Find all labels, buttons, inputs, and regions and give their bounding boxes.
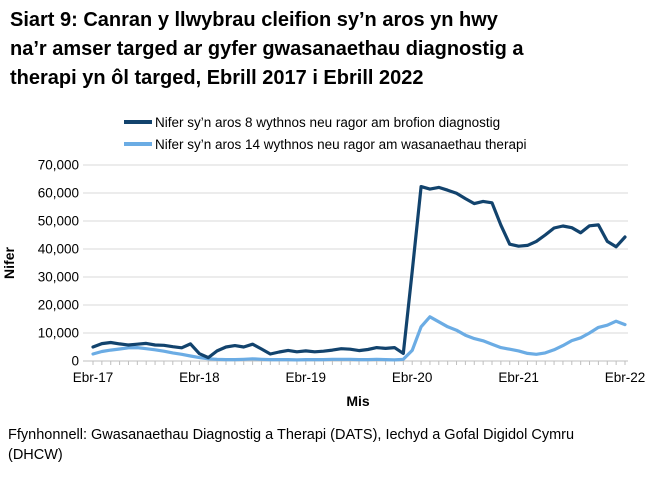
x-tick-label: Ebr-21 [498,370,539,385]
x-tick-label: Ebr-18 [179,370,220,385]
chart-svg: 0 10,000 20,000 30,000 40,000 50,000 60,000 70,… [1,158,646,410]
chart-title-line-1: Siart 9: Canran y llwybrau cleifion sy’n… [10,9,498,31]
y-tick-label: 30,000 [38,270,79,285]
y-tick-label: 0 [71,354,79,369]
y-tick-label: 40,000 [38,242,79,257]
source-note-line-2: (DHCW) [8,446,63,463]
legend-item-therapi: Nifer sy’n aros 14 wythnos neu ragor am … [124,133,526,155]
source-note: Ffynhonnell: Gwasanaethau Diagnostig a T… [8,426,656,465]
y-tick-label: 50,000 [38,214,79,229]
y-tick-label: 20,000 [38,298,79,313]
x-tick-label: Ebr-17 [73,370,114,385]
legend-label-therapi: Nifer sy’n aros 14 wythnos neu ragor am … [155,136,527,152]
y-tick-label: 60,000 [38,186,79,201]
chart-title: Siart 9: Canran y llwybrau cleifion sy’n… [10,6,660,93]
legend-line-swatch-diagnostig [124,120,152,124]
chart-legend: Nifer sy’n aros 8 wythnos neu ragor am b… [124,111,526,155]
y-axis-title: Nifer [1,247,17,279]
series-line-therapi [91,315,627,362]
legend-item-diagnostig: Nifer sy’n aros 8 wythnos neu ragor am b… [124,111,526,133]
x-tick-label: Ebr-22 [605,370,646,385]
series-line-diagnostig [91,184,627,360]
source-note-line-1: Ffynhonnell: Gwasanaethau Diagnostig a T… [8,427,575,443]
chart-title-line-3: therapi yn ôl targed, Ebrill 2017 i Ebri… [10,67,424,89]
legend-line-swatch-therapi [124,142,152,146]
x-tick-label: Ebr-20 [392,370,433,385]
chart-title-line-2: na’r amser targed ar gyfer gwasanaethau … [10,38,524,60]
y-tick-label: 10,000 [38,326,79,341]
legend-label-diagnostig: Nifer sy’n aros 8 wythnos neu ragor am b… [155,114,501,130]
y-tick-label: 70,000 [38,158,79,173]
x-axis-title: Mis [346,393,370,409]
x-tick-label: Ebr-19 [286,370,327,385]
